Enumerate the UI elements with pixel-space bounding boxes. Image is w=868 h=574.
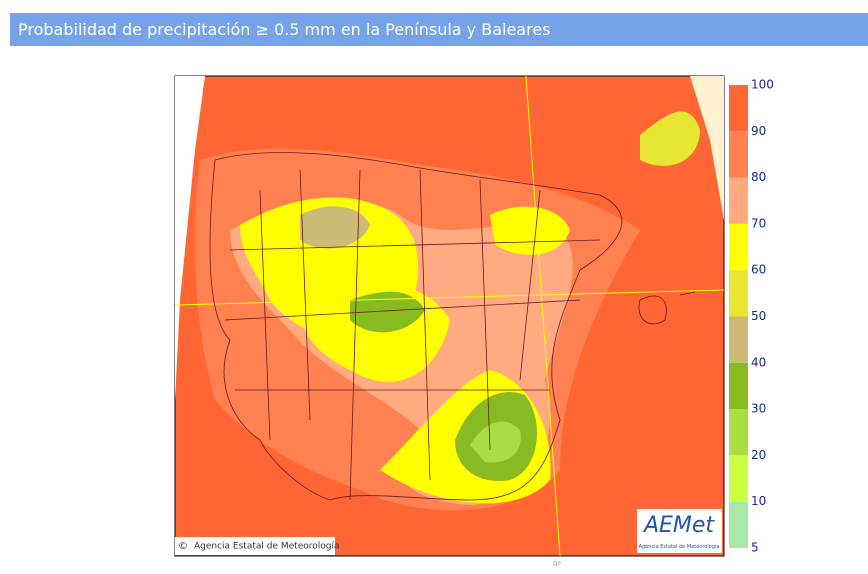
legend-label: 5 xyxy=(751,541,759,555)
legend-swatch xyxy=(729,316,748,363)
region xyxy=(300,206,370,249)
region xyxy=(640,111,700,166)
legend-swatch xyxy=(729,362,748,410)
legend-label: 10 xyxy=(751,494,766,508)
map: 0º © Agencia Estatal de Meteorología AEM… xyxy=(174,75,725,568)
logo: AEMet xyxy=(642,513,715,538)
legend-swatch xyxy=(729,223,748,271)
legend-swatch xyxy=(729,131,748,178)
legend-swatch xyxy=(729,270,748,317)
map-edge xyxy=(175,76,205,400)
graticule xyxy=(525,75,561,557)
region xyxy=(470,421,521,463)
legend: 100 90 80 70 60 50 40 30 20 10 5 xyxy=(729,78,774,555)
legend-label: 20 xyxy=(751,448,766,462)
logo-box xyxy=(637,509,722,553)
legend-label: 100 xyxy=(751,78,774,92)
legend-swatch xyxy=(729,455,748,502)
legend-swatch xyxy=(729,409,748,456)
graticule xyxy=(174,289,725,306)
borders xyxy=(209,152,696,501)
legend-label: 80 xyxy=(751,170,766,184)
legend-label: 60 xyxy=(751,263,766,277)
legend-label: 70 xyxy=(751,216,766,230)
graticule-label: 0º xyxy=(553,560,561,568)
legend-swatch xyxy=(729,85,748,132)
legend-label: 40 xyxy=(751,355,766,369)
credit-box xyxy=(175,537,335,555)
credit: Agencia Estatal de Meteorología xyxy=(194,542,340,552)
legend-swatch xyxy=(729,177,748,224)
map-edge xyxy=(690,76,724,220)
title-bar: Probabilidad de precipitación ≥ 0.5 mm e… xyxy=(10,13,868,46)
logo-caption: Agencia Estatal de Meteorología xyxy=(639,543,720,550)
legend-label: 90 xyxy=(751,124,766,138)
legend-label: 30 xyxy=(751,402,766,416)
region xyxy=(350,291,425,333)
legend-swatch xyxy=(729,501,748,548)
title: Probabilidad de precipitación ≥ 0.5 mm e… xyxy=(18,20,551,39)
copyright: © xyxy=(178,541,188,552)
legend-label: 50 xyxy=(751,309,766,323)
